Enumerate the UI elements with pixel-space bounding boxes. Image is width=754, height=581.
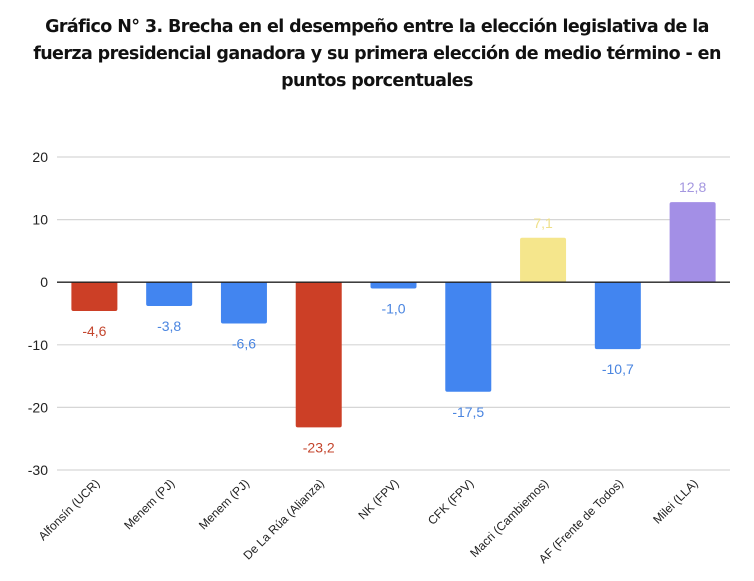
y-axis-ticks: 20 10 0 -10 -20 -30	[28, 149, 48, 478]
data-label: -10,7	[602, 361, 634, 377]
bar	[520, 237, 567, 283]
y-tick-label: -10	[28, 337, 48, 353]
x-tick-label: De La Rúa (Alianza)	[241, 476, 327, 562]
data-label: -6,6	[232, 336, 256, 352]
x-tick-label: AF (Frente de Todos)	[536, 476, 626, 566]
x-tick-label: NK (FPV)	[355, 476, 401, 522]
data-label: -3,8	[157, 318, 181, 334]
chart-title: Gráfico N° 3. Brecha en el desempeño ent…	[33, 17, 721, 91]
data-label: -23,2	[303, 439, 335, 455]
bar	[370, 282, 417, 289]
y-tick-label: 10	[32, 212, 48, 228]
bar	[220, 282, 267, 324]
data-label: -1,0	[381, 300, 405, 316]
bar	[295, 282, 342, 428]
x-tick-label: Macri (Cambiemos)	[467, 476, 551, 560]
bar	[146, 282, 193, 306]
bar	[445, 282, 492, 392]
x-tick-label: CFK (FPV)	[425, 476, 476, 527]
y-tick-label: -30	[28, 462, 48, 478]
data-label: -4,6	[82, 323, 106, 339]
x-tick-label: Menem (PJ)	[121, 476, 177, 532]
x-tick-label: Menem (PJ)	[196, 476, 252, 532]
y-tick-label: 0	[40, 274, 48, 290]
data-label: 12,8	[679, 179, 706, 195]
bar	[594, 282, 641, 350]
x-axis-labels: Alfonsín (UCR) Menem (PJ) Menem (PJ)De La …	[36, 476, 701, 566]
data-labels: -4,6 -3,8 -6,6 -23,2 -1,0 -17,5 7,1 -10,7 12,8	[82, 179, 706, 455]
y-tick-label: 20	[32, 149, 48, 165]
y-tick-label: -20	[28, 399, 48, 415]
bar	[71, 282, 118, 311]
gridlines	[57, 156, 730, 471]
x-tick-label: Milei (LLA)	[650, 476, 700, 526]
bar	[669, 202, 716, 283]
data-label: 7,1	[533, 215, 553, 231]
x-tick-label: Alfonsín (UCR)	[36, 476, 103, 543]
data-label: -17,5	[452, 404, 484, 420]
bars	[71, 202, 716, 428]
